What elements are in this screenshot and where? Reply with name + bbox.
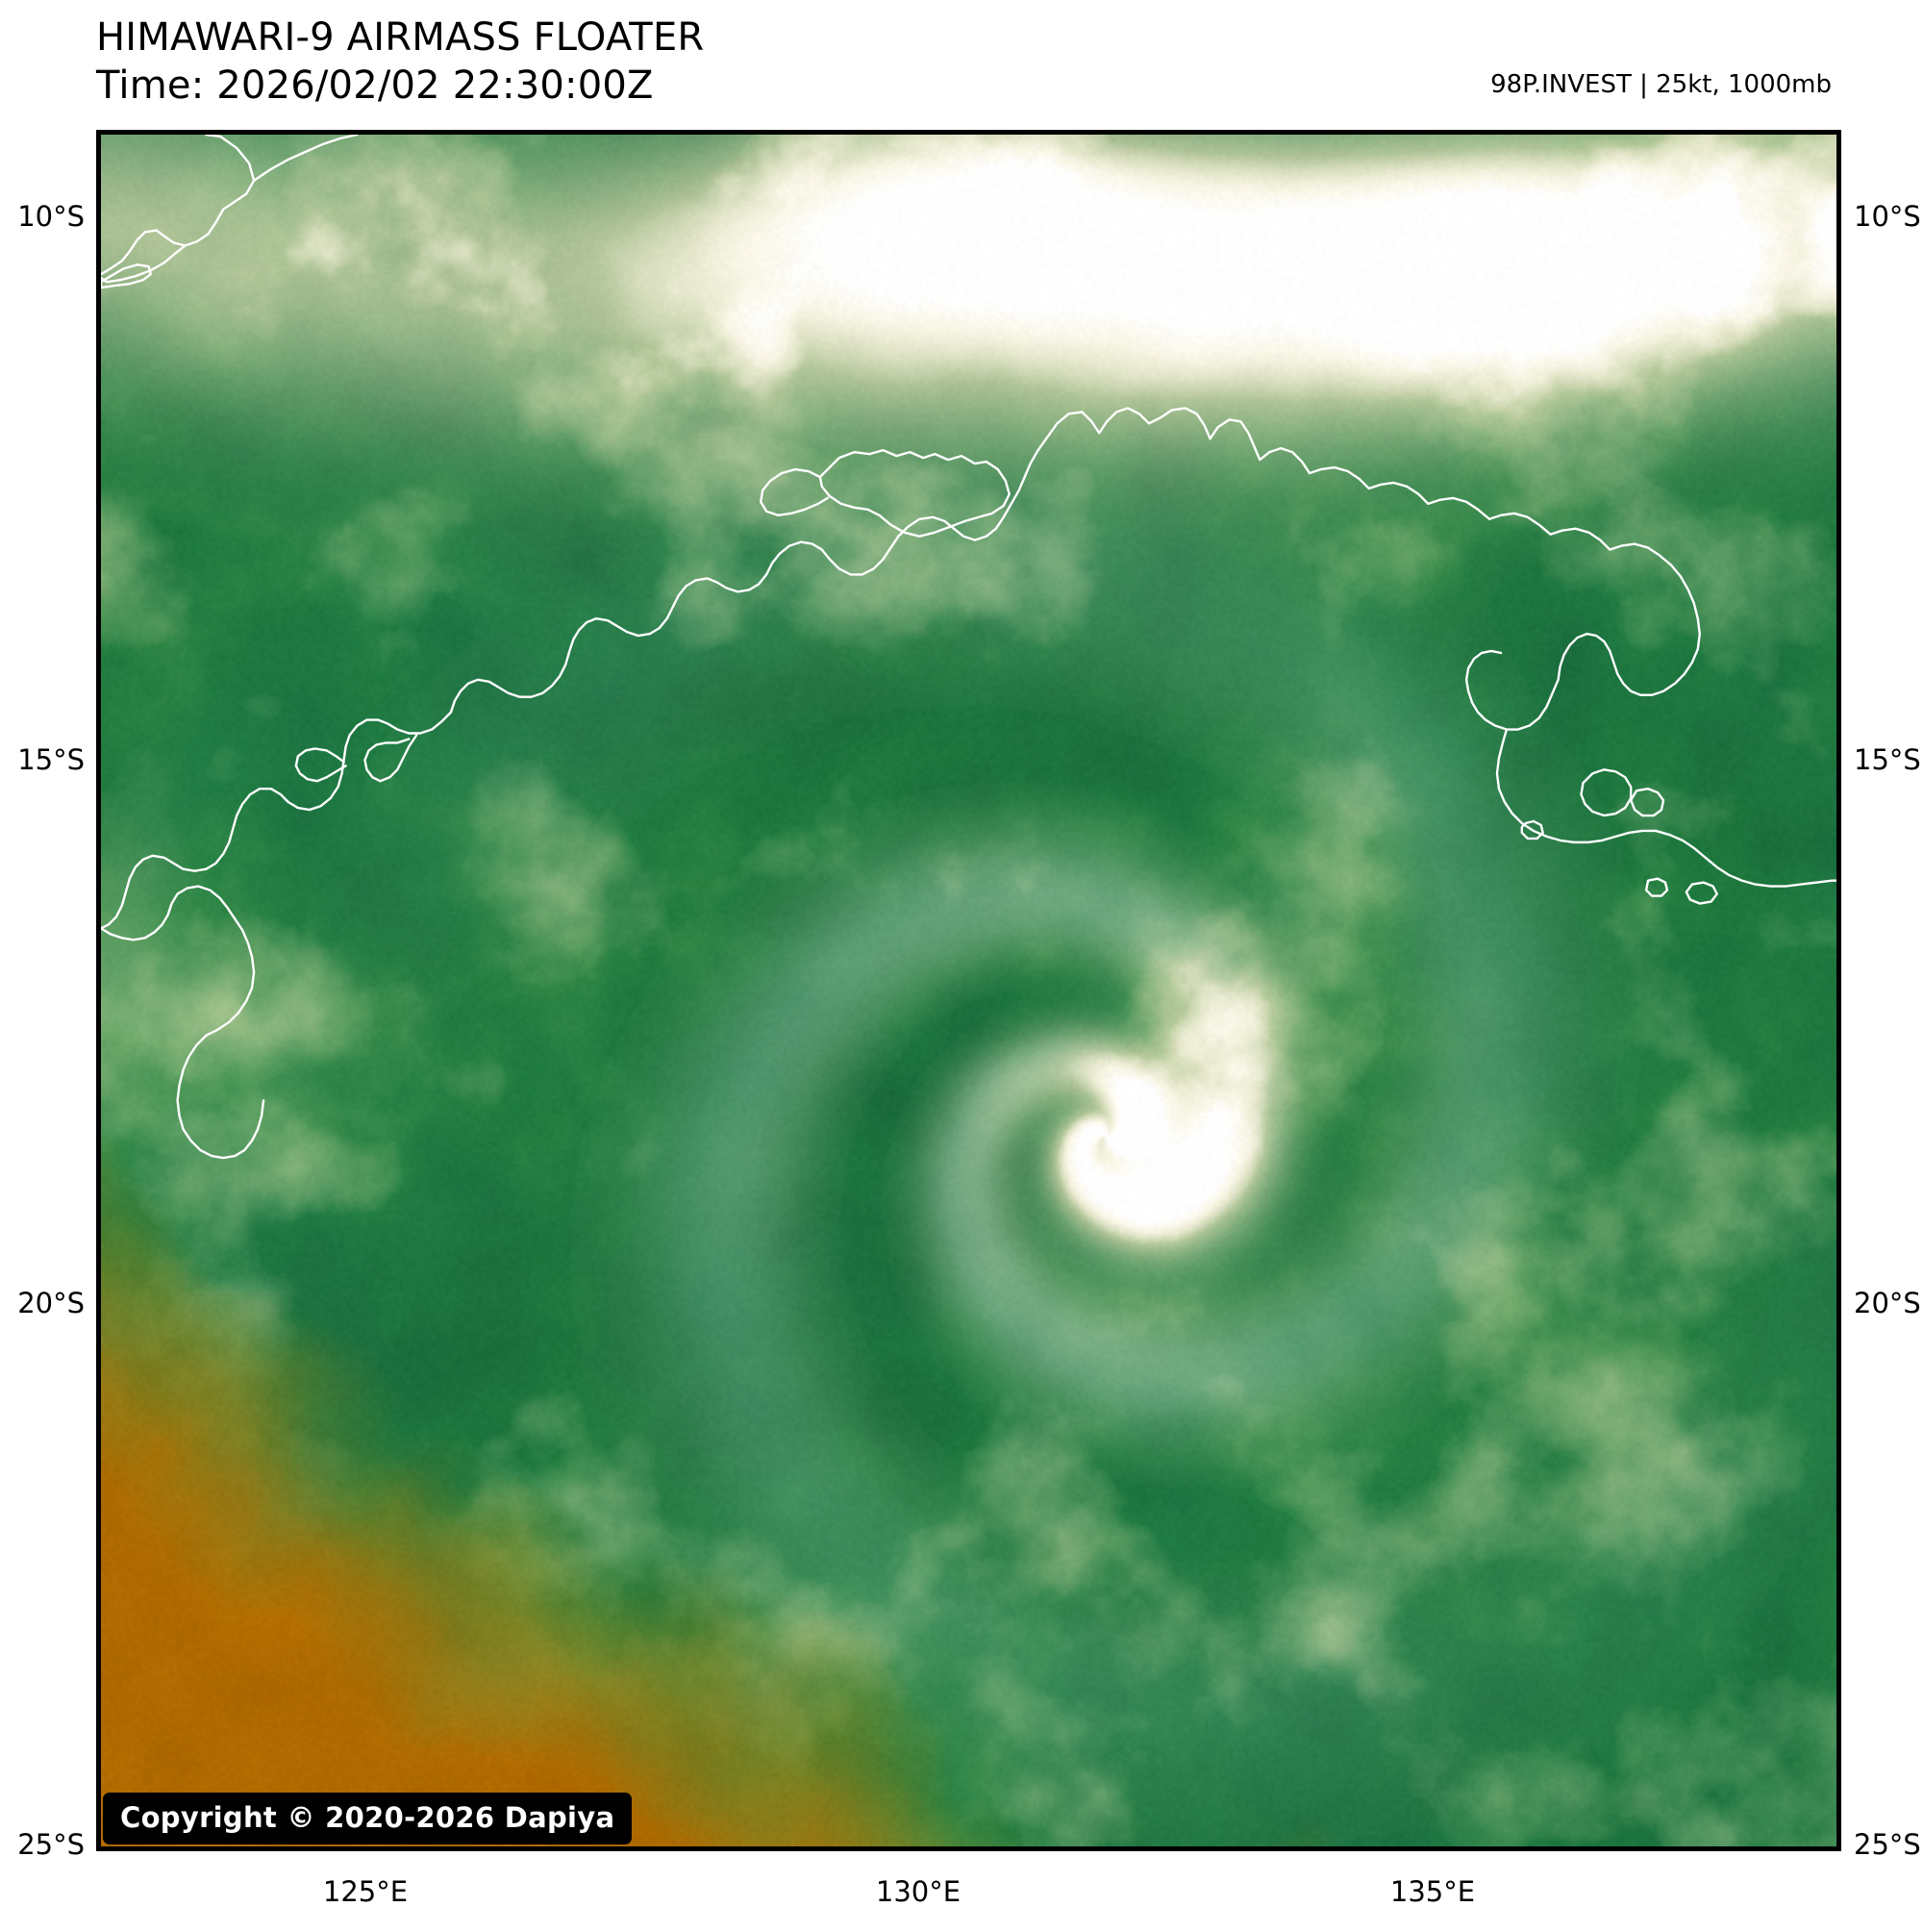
lat-tick-label-left: 25°S — [17, 1828, 85, 1861]
lat-tick-label-left: 10°S — [17, 200, 85, 233]
lon-tick-label: 135°E — [1389, 1875, 1476, 1908]
airmass-rgb-imagery — [101, 135, 1836, 1846]
satellite-image-panel: Copyright © 2020-2026 Dapiya — [96, 130, 1841, 1851]
timestamp-label: Time: 2026/02/02 22:30:00Z — [96, 63, 654, 108]
lat-tick-label-right: 10°S — [1854, 200, 1921, 233]
copyright-badge: Copyright © 2020-2026 Dapiya — [103, 1793, 633, 1844]
page-title: HIMAWARI-9 AIRMASS FLOATER — [96, 15, 705, 60]
lon-tick-label: 130°E — [875, 1875, 962, 1908]
lat-tick-label-right: 25°S — [1854, 1828, 1921, 1861]
lat-tick-label-left: 20°S — [17, 1287, 85, 1319]
lat-tick-label-right: 15°S — [1854, 743, 1921, 776]
lat-tick-label-left: 15°S — [17, 743, 85, 776]
lat-tick-label-right: 20°S — [1854, 1287, 1921, 1319]
storm-info-label: 98P.INVEST | 25kt, 1000mb — [1490, 70, 1832, 99]
lon-tick-label: 125°E — [322, 1875, 409, 1908]
